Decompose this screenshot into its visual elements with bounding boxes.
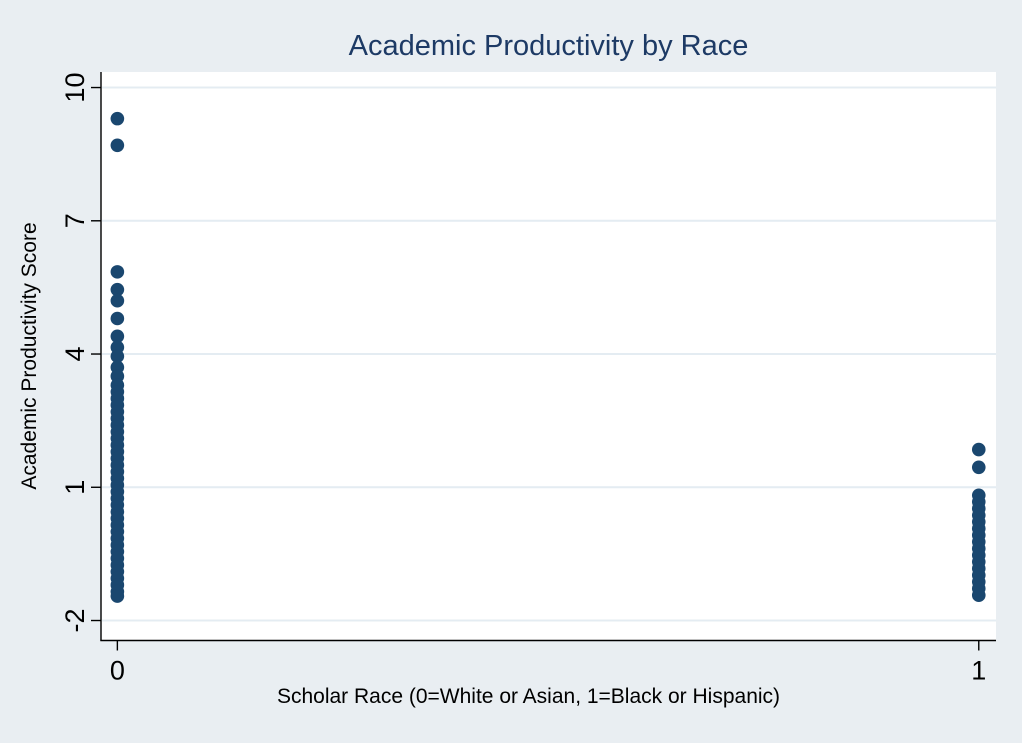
data-point	[110, 311, 125, 326]
data-point	[971, 442, 986, 457]
data-point	[110, 293, 125, 308]
y-tick-label: -2	[60, 609, 90, 633]
x-tick-label: 0	[110, 656, 125, 686]
data-point	[110, 589, 125, 603]
x-axis-title: Scholar Race (0=White or Asian, 1=Black …	[276, 685, 781, 708]
data-point	[110, 282, 125, 297]
data-point	[110, 349, 125, 364]
data-point	[110, 138, 125, 153]
y-tick-label: 4	[60, 347, 90, 362]
plot-area	[101, 72, 996, 641]
data-point	[110, 111, 125, 126]
y-tick-label: 1	[60, 480, 90, 495]
y-tick-label: 7	[60, 213, 90, 228]
chart-title: Academic Productivity by Race	[348, 30, 749, 62]
data-point	[110, 265, 125, 279]
y-tick-label: 10	[60, 73, 90, 103]
data-point	[971, 588, 986, 602]
data-point	[110, 329, 125, 344]
x-tick-label: 1	[971, 656, 986, 686]
data-point	[971, 460, 986, 475]
